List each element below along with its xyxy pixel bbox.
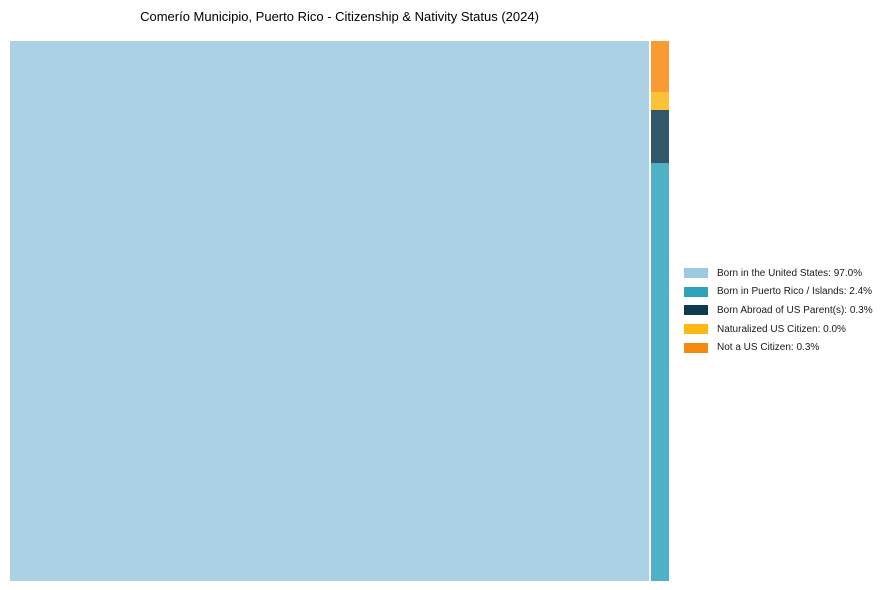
- legend-swatch-icon: [684, 305, 708, 316]
- treemap-segment-born-abroad-of-us-parent-s[interactable]: [651, 110, 669, 163]
- legend-swatch-icon: [684, 268, 708, 279]
- legend-label: Not a US Citizen: 0.3%: [717, 342, 820, 354]
- chart-legend: Born in the United States: 97.0% Born in …: [684, 264, 873, 357]
- treemap-segment-not-a-us-citizen[interactable]: [651, 41, 669, 92]
- treemap-plot-area: [10, 41, 669, 581]
- legend-item-naturalized-us-citizen[interactable]: Naturalized US Citizen: 0.0%: [684, 320, 873, 339]
- legend-item-not-a-us-citizen[interactable]: Not a US Citizen: 0.3%: [684, 338, 873, 357]
- legend-label: Born Abroad of US Parent(s): 0.3%: [717, 304, 873, 316]
- treemap-segment-born-in-puerto-rico-islands[interactable]: [651, 163, 669, 581]
- legend-swatch-icon: [684, 342, 708, 353]
- legend-label: Born in the United States: 97.0%: [717, 267, 863, 279]
- treemap-segment-naturalized-us-citizen[interactable]: [651, 92, 669, 110]
- legend-label: Born in Puerto Rico / Islands: 2.4%: [717, 286, 873, 298]
- chart-title: Comerío Municipio, Puerto Rico - Citizen…: [140, 9, 539, 24]
- treemap-segment-born-in-the-united-states[interactable]: [10, 41, 649, 581]
- legend-label: Naturalized US Citizen: 0.0%: [717, 323, 846, 335]
- legend-swatch-icon: [684, 324, 708, 335]
- legend-swatch-icon: [684, 286, 708, 297]
- legend-item-born-abroad-of-us-parent-s[interactable]: Born Abroad of US Parent(s): 0.3%: [684, 301, 873, 320]
- legend-item-born-in-the-united-states[interactable]: Born in the United States: 97.0%: [684, 264, 873, 283]
- legend-item-born-in-puerto-rico-islands[interactable]: Born in Puerto Rico / Islands: 2.4%: [684, 283, 873, 302]
